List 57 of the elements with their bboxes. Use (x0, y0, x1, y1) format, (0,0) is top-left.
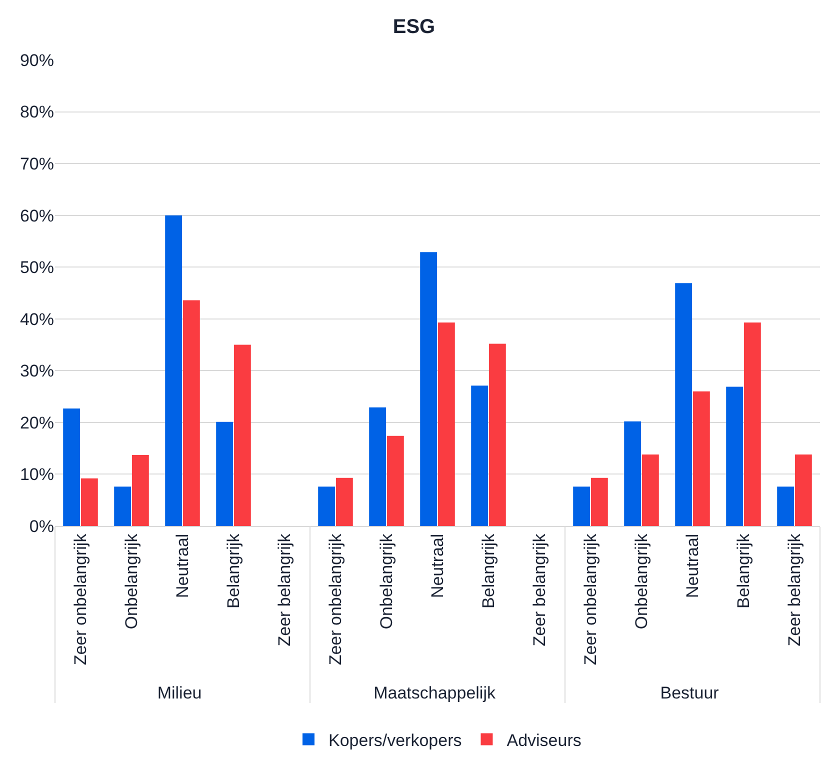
x-tick-label: Zeer onbelangrijk (71, 533, 90, 666)
y-tick-label: 20% (20, 413, 54, 432)
bar (63, 408, 80, 526)
bar (794, 454, 812, 526)
y-tick-label: 80% (20, 102, 54, 122)
bar (692, 391, 710, 526)
bar (165, 215, 182, 526)
bar (573, 486, 590, 526)
x-tick-label: Neutraal (428, 534, 448, 598)
bar (386, 436, 404, 526)
bar (369, 407, 386, 526)
y-tick-label: 50% (20, 258, 54, 278)
bar (471, 386, 488, 526)
bar (182, 300, 200, 526)
bar (132, 455, 149, 526)
x-tick-label: Zeer onbelangrijk (581, 533, 600, 666)
x-tick-label: Onbelangrijk (122, 533, 142, 630)
bar (590, 478, 608, 526)
x-tick-label: Onbelangrijk (632, 533, 652, 630)
chart-title: ESG (392, 16, 436, 38)
bar (624, 421, 642, 526)
x-tick-label: Zeer onbelangrijk (326, 533, 346, 666)
x-tick-label: Neutraal (173, 534, 192, 598)
x-tick-label: Zeer belangrijk (785, 533, 804, 646)
x-tick-label: Onbelangrijk (377, 533, 396, 630)
x-tick-label: Belangrijk (224, 533, 244, 608)
text: Milieu (157, 683, 202, 702)
x-tick-label: Belangrijk (479, 533, 498, 608)
bar (777, 486, 794, 526)
bar (488, 344, 506, 526)
bar (234, 344, 251, 526)
bar (114, 486, 132, 526)
y-tick-label: 30% (20, 362, 54, 381)
x-tick-label: Zeer belangrijk (275, 533, 294, 646)
bar (318, 486, 336, 526)
bar (336, 478, 353, 526)
y-tick-label: 0% (29, 516, 54, 536)
y-tick-label: 90% (20, 50, 54, 70)
bar (420, 252, 438, 526)
bar (675, 283, 692, 526)
x-tick-label: Neutraal (683, 534, 702, 598)
bar (642, 454, 659, 526)
bar (438, 322, 455, 526)
y-tick-label: 70% (20, 154, 54, 174)
y-tick-label: 10% (20, 465, 54, 484)
bar (726, 386, 744, 526)
bar (216, 422, 234, 526)
bar (744, 322, 761, 526)
bar (80, 478, 98, 526)
x-tick-label: Belangrijk (734, 533, 754, 608)
text: Bestuur (660, 683, 720, 702)
legend-label: Adviseurs (506, 730, 582, 750)
text: Maatschappelijk (374, 683, 496, 702)
y-tick-label: 60% (20, 206, 54, 226)
y-tick-label: 40% (20, 310, 54, 329)
legend-label: Kopers/verkopers (328, 730, 462, 750)
x-tick-label: Zeer belangrijk (530, 533, 550, 646)
